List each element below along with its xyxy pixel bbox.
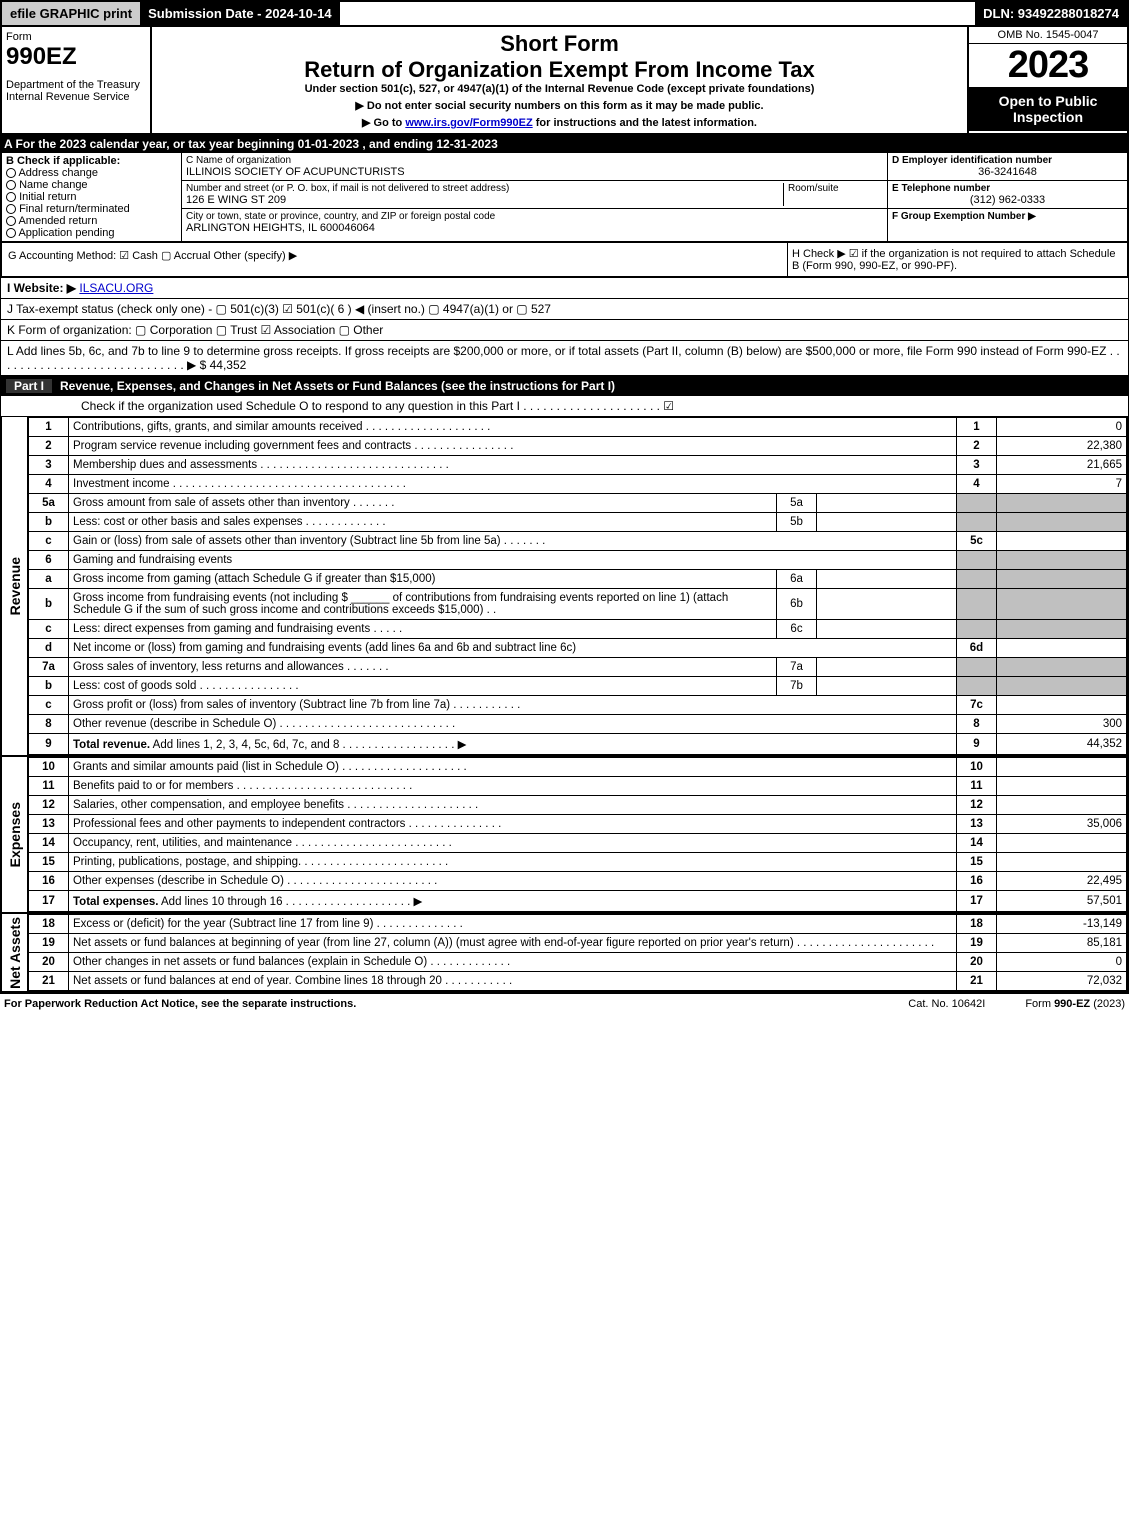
f-group-label: F Group Exemption Number ▶ [892, 211, 1123, 222]
b-opt-4[interactable]: Amended return [6, 215, 177, 227]
table-row: 16Other expenses (describe in Schedule O… [29, 872, 1127, 891]
table-row: bLess: cost of goods sold . . . . . . . … [29, 677, 1127, 696]
header-left: Form 990EZ Department of the Treasury In… [2, 27, 152, 133]
top-bar: efile GRAPHIC print Submission Date - 20… [0, 0, 1129, 27]
footer-left: For Paperwork Reduction Act Notice, see … [4, 998, 356, 1010]
table-row: 1Contributions, gifts, grants, and simil… [29, 418, 1127, 437]
table-row: 10Grants and similar amounts paid (list … [29, 758, 1127, 777]
table-row: 2Program service revenue including gover… [29, 437, 1127, 456]
form-header: Form 990EZ Department of the Treasury In… [0, 27, 1129, 135]
website-link[interactable]: ILSACU.ORG [79, 281, 153, 295]
table-row: 17Total expenses. Add lines 10 through 1… [29, 891, 1127, 912]
table-row: 14Occupancy, rent, utilities, and mainte… [29, 834, 1127, 853]
l-gross-receipts: L Add lines 5b, 6c, and 7b to line 9 to … [0, 341, 1129, 376]
table-row: 6Gaming and fundraising events [29, 551, 1127, 570]
open-to-public: Open to Public Inspection [969, 87, 1127, 131]
table-row: 8Other revenue (describe in Schedule O) … [29, 715, 1127, 734]
omb-number: OMB No. 1545-0047 [969, 27, 1127, 44]
k-form-org: K Form of organization: ▢ Corporation ▢ … [0, 320, 1129, 341]
irs-link[interactable]: www.irs.gov/Form990EZ [405, 117, 532, 129]
netassets-vlabel: Net Assets [2, 914, 28, 991]
table-row: 5aGross amount from sale of assets other… [29, 494, 1127, 513]
c-addr-label: Number and street (or P. O. box, if mail… [186, 183, 783, 194]
b-opt-1[interactable]: Name change [6, 179, 177, 191]
block-bcdef: B Check if applicable: Address change Na… [0, 153, 1129, 243]
dln: DLN: 93492288018274 [975, 2, 1127, 25]
table-row: 12Salaries, other compensation, and empl… [29, 796, 1127, 815]
table-row: bGross income from fundraising events (n… [29, 589, 1127, 620]
c-city-label: City or town, state or province, country… [186, 211, 883, 222]
d-ein: 36-3241648 [892, 166, 1123, 178]
footer-right: Form 990-EZ (2023) [1025, 998, 1125, 1010]
table-row: 18Excess or (deficit) for the year (Subt… [29, 915, 1127, 934]
table-row: 4Investment income . . . . . . . . . . .… [29, 475, 1127, 494]
short-form-label: Short Form [156, 31, 963, 57]
org-city: ARLINGTON HEIGHTS, IL 600046064 [186, 222, 883, 234]
part-1-header: Part I Revenue, Expenses, and Changes in… [0, 376, 1129, 396]
table-row: 3Membership dues and assessments . . . .… [29, 456, 1127, 475]
e-phone: (312) 962-0333 [892, 194, 1123, 206]
page-footer: For Paperwork Reduction Act Notice, see … [0, 993, 1129, 1014]
b-opt-0[interactable]: Address change [6, 167, 177, 179]
b-opt-3[interactable]: Final return/terminated [6, 203, 177, 215]
part-1-sub: Check if the organization used Schedule … [0, 396, 1129, 417]
h-check: H Check ▶ ☑ if the organization is not r… [787, 243, 1127, 276]
part-title: Revenue, Expenses, and Changes in Net As… [60, 379, 615, 393]
col-d: D Employer identification number 36-3241… [887, 153, 1127, 241]
form-subtitle: Under section 501(c), 527, or 4947(a)(1)… [156, 83, 963, 95]
part-number: Part I [6, 379, 52, 393]
table-row: 13Professional fees and other payments t… [29, 815, 1127, 834]
form-title: Return of Organization Exempt From Incom… [156, 57, 963, 83]
revenue-vlabel: Revenue [2, 417, 28, 755]
j-tax-exempt: J Tax-exempt status (check only one) - ▢… [0, 299, 1129, 320]
b-label: B Check if applicable: [6, 155, 177, 167]
netassets-table: 18Excess or (deficit) for the year (Subt… [28, 914, 1127, 991]
room-suite: Room/suite [783, 183, 883, 206]
section-a: A For the 2023 calendar year, or tax yea… [0, 135, 1129, 153]
table-row: 9Total revenue. Add lines 1, 2, 3, 4, 5c… [29, 734, 1127, 755]
table-row: bLess: cost or other basis and sales exp… [29, 513, 1127, 532]
table-row: aGross income from gaming (attach Schedu… [29, 570, 1127, 589]
instruction-2: ▶ Go to www.irs.gov/Form990EZ for instru… [156, 116, 963, 129]
efile-print-button[interactable]: efile GRAPHIC print [2, 2, 140, 25]
e-phone-label: E Telephone number [892, 183, 1123, 194]
submission-date: Submission Date - 2024-10-14 [140, 2, 340, 25]
header-right: OMB No. 1545-0047 2023 Open to Public In… [967, 27, 1127, 133]
table-row: cGain or (loss) from sale of assets othe… [29, 532, 1127, 551]
g-accounting: G Accounting Method: ☑ Cash ▢ Accrual Ot… [2, 243, 787, 276]
table-row: 7aGross sales of inventory, less returns… [29, 658, 1127, 677]
col-b: B Check if applicable: Address change Na… [2, 153, 182, 241]
expenses-table: 10Grants and similar amounts paid (list … [28, 757, 1127, 912]
table-row: 19Net assets or fund balances at beginni… [29, 934, 1127, 953]
table-row: cLess: direct expenses from gaming and f… [29, 620, 1127, 639]
table-row: 11Benefits paid to or for members . . . … [29, 777, 1127, 796]
b-opt-5[interactable]: Application pending [6, 227, 177, 239]
d-ein-label: D Employer identification number [892, 155, 1123, 166]
table-row: 20Other changes in net assets or fund ba… [29, 953, 1127, 972]
b-opt-2[interactable]: Initial return [6, 191, 177, 203]
c-name-label: C Name of organization [186, 155, 883, 166]
instruction-1: ▶ Do not enter social security numbers o… [156, 99, 963, 112]
table-row: dNet income or (loss) from gaming and fu… [29, 639, 1127, 658]
col-c: C Name of organization ILLINOIS SOCIETY … [182, 153, 887, 241]
revenue-table: 1Contributions, gifts, grants, and simil… [28, 417, 1127, 755]
tax-year: 2023 [969, 44, 1127, 87]
org-name: ILLINOIS SOCIETY OF ACUPUNCTURISTS [186, 166, 883, 178]
org-address: 126 E WING ST 209 [186, 194, 783, 206]
table-row: 21Net assets or fund balances at end of … [29, 972, 1127, 991]
header-center: Short Form Return of Organization Exempt… [152, 27, 967, 133]
table-row: cGross profit or (loss) from sales of in… [29, 696, 1127, 715]
table-row: 15Printing, publications, postage, and s… [29, 853, 1127, 872]
footer-mid: Cat. No. 10642I [908, 998, 985, 1010]
expenses-vlabel: Expenses [2, 757, 28, 912]
form-label: Form [6, 31, 146, 43]
department: Department of the Treasury Internal Reve… [6, 79, 146, 103]
i-website: I Website: ▶ ILSACU.ORG [0, 278, 1129, 299]
form-number: 990EZ [6, 43, 146, 71]
